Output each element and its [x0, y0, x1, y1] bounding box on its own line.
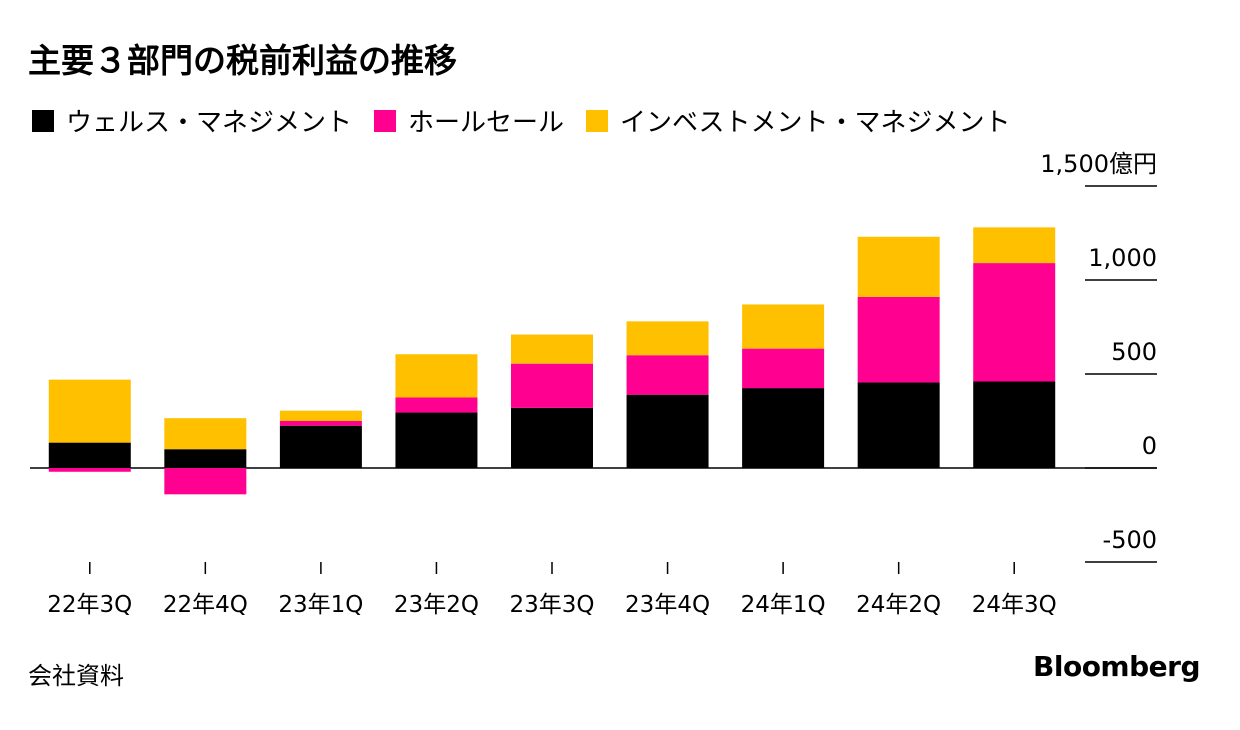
chart-title: 主要３部門の税前利益の推移 — [28, 41, 457, 80]
bar-segment — [395, 354, 478, 398]
bar-segment — [164, 468, 247, 495]
bar-segment — [973, 381, 1056, 468]
bar-segment — [395, 412, 478, 468]
bar-segment — [973, 263, 1056, 382]
bar-segment — [626, 321, 709, 356]
x-tick-label: 24年2Q — [856, 592, 941, 618]
bar-segment — [742, 304, 825, 349]
y-tick-label: 1,500億円 — [1040, 150, 1157, 178]
bar-segment — [626, 394, 709, 468]
source-note: 会社資料 — [28, 662, 124, 690]
legend: ウェルス・マネジメント ホールセール インベストメント・マネジメント — [32, 102, 1033, 139]
bar-segment — [279, 425, 362, 468]
legend-item-wholesale: ホールセール — [374, 102, 564, 139]
x-tick-label: 23年2Q — [394, 592, 479, 618]
bar-segment — [164, 418, 247, 450]
x-tick-label: 22年3Q — [47, 592, 132, 618]
bar-segment — [48, 379, 131, 443]
legend-label-wholesale: ホールセール — [408, 108, 565, 138]
bar-segment — [857, 296, 940, 383]
x-tick-label: 22年4Q — [163, 592, 248, 618]
bloomberg-logo: Bloomberg — [1033, 650, 1200, 683]
bar-segment — [48, 468, 131, 472]
y-tick-label: 1,000 — [1088, 244, 1157, 272]
legend-label-wealth: ウェルス・マネジメント — [66, 108, 353, 138]
y-tick-label: -500 — [1103, 526, 1157, 554]
x-tick-label: 23年3Q — [509, 592, 594, 618]
legend-item-wealth: ウェルス・マネジメント — [32, 102, 352, 139]
bar-segment — [973, 227, 1056, 264]
x-tick-label: 24年1Q — [741, 592, 826, 618]
bar-segment — [742, 348, 825, 389]
bar-segment — [164, 449, 247, 468]
legend-swatch-investment — [586, 109, 609, 132]
x-tick-label: 23年1Q — [278, 592, 363, 618]
x-tick-label: 24年3Q — [972, 592, 1057, 618]
bar-segment — [279, 421, 362, 426]
bar-segment — [395, 397, 478, 413]
y-tick-label: 0 — [1142, 432, 1157, 460]
bar-segment — [857, 236, 940, 297]
x-tick-label: 23年4Q — [625, 592, 710, 618]
bar-segment — [626, 355, 709, 395]
bar-segment — [857, 382, 940, 468]
legend-label-investment: インベストメント・マネジメント — [620, 108, 1011, 138]
legend-item-investment: インベストメント・マネジメント — [586, 102, 1011, 139]
bar-segment — [511, 334, 593, 364]
bar-segment — [279, 410, 362, 421]
bar-segment — [742, 388, 825, 468]
legend-swatch-wealth — [32, 109, 54, 132]
bar-segment — [511, 363, 593, 408]
legend-swatch-wholesale — [374, 109, 397, 132]
bar-segment — [48, 442, 131, 468]
y-tick-label: 500 — [1111, 338, 1157, 366]
bar-segment — [511, 407, 593, 468]
